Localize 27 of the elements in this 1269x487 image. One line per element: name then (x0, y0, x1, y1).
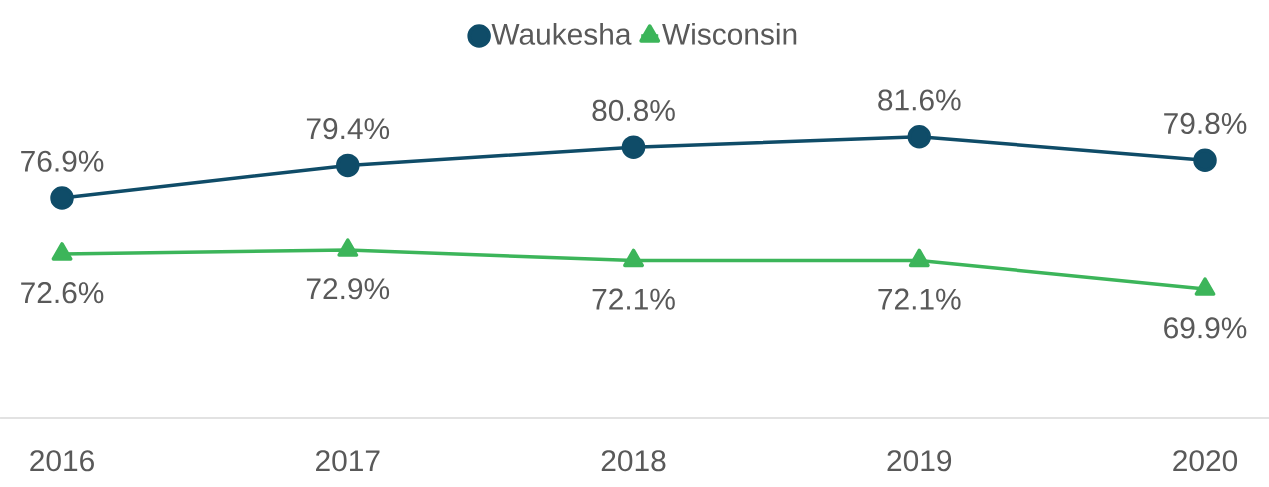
x-tick-label: 2017 (316, 450, 380, 472)
data-label: 72.6% (21, 282, 104, 304)
x-tick-label: 2019 (887, 450, 952, 472)
data-label: 72.1% (592, 288, 675, 310)
point (50, 186, 74, 210)
data-label: 72.9% (306, 278, 390, 300)
point (908, 248, 930, 268)
data-label: 76.9% (21, 150, 104, 172)
data-label: 79.8% (1164, 112, 1247, 135)
point (623, 248, 644, 268)
x-tick-label: 2016 (30, 450, 94, 472)
data-label: 79.4% (306, 118, 390, 140)
point (1194, 277, 1216, 296)
point (1193, 148, 1217, 172)
data-label: 72.1% (878, 288, 961, 310)
data-label: 81.6% (878, 89, 961, 111)
point (336, 153, 360, 178)
x-tick-label: 2018 (601, 450, 666, 472)
x-tick-label: 2020 (1173, 450, 1238, 472)
point (621, 135, 646, 159)
point (51, 242, 73, 261)
point (337, 238, 359, 257)
data-label: 80.8% (592, 99, 675, 122)
legend-label: Waukesha (491, 22, 632, 45)
legend-label: Wisconsin (662, 22, 797, 45)
point (907, 125, 932, 149)
data-label: 69.9% (1164, 317, 1247, 339)
